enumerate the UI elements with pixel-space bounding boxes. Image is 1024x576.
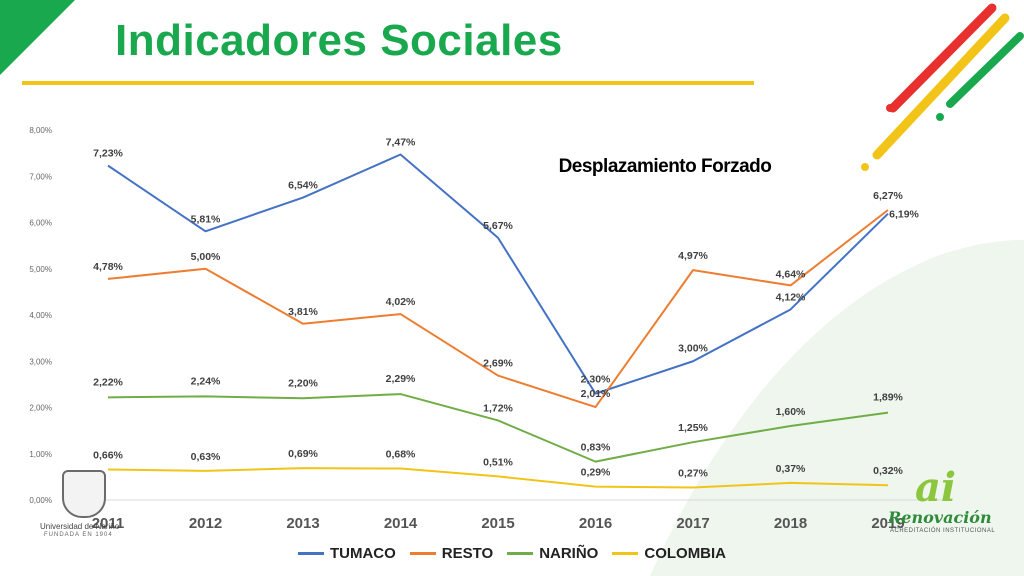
- data-label-colombia: 0,27%: [678, 468, 708, 480]
- y-tick-label: 5,00%: [29, 265, 52, 274]
- series-line-tumaco: [107, 153, 889, 395]
- legend-item-colombia: COLOMBIA: [612, 545, 726, 562]
- x-tick-label: 2012: [189, 515, 222, 532]
- legend-swatch-resto: [409, 552, 436, 555]
- data-label-tumaco: 3,00%: [678, 342, 708, 354]
- data-label-colombia: 0,51%: [483, 456, 513, 468]
- data-label-colombia: 0,29%: [581, 467, 611, 479]
- y-tick-label: 2,00%: [29, 404, 52, 413]
- data-label-tumaco: 2,30%: [581, 374, 611, 386]
- x-tick-label: 2013: [286, 515, 319, 532]
- data-label-tumaco: 5,67%: [483, 220, 513, 232]
- series-line-colombia: [107, 467, 889, 489]
- data-label-tumaco: 6,54%: [288, 180, 318, 192]
- legend-swatch-narino: [507, 552, 534, 555]
- x-tick-label: 2011: [92, 515, 125, 532]
- corner-triangle-decoration: [0, 0, 75, 75]
- university-founded: FUNDADA EN 1904: [44, 532, 113, 538]
- x-tick-label: 2015: [481, 515, 514, 532]
- legend-label-narino: NARIÑO: [539, 545, 599, 562]
- y-tick-label: 7,00%: [29, 172, 52, 181]
- renovacion-name: Renovación: [888, 508, 992, 527]
- data-label-narino: 2,20%: [288, 377, 318, 389]
- legend-item-narino: NARIÑO: [507, 545, 598, 562]
- data-label-resto: 3,81%: [288, 306, 318, 318]
- data-label-tumaco: 4,12%: [776, 291, 806, 303]
- legend-label-colombia: COLOMBIA: [644, 545, 727, 562]
- series-line-narino: [107, 393, 889, 463]
- x-tick-label: 2017: [676, 515, 709, 532]
- data-label-narino: 0,83%: [581, 442, 611, 454]
- y-tick-label: 1,00%: [29, 450, 52, 459]
- y-tick-label: 4,00%: [29, 311, 52, 320]
- slide-title: Indicadores Sociales: [115, 16, 563, 65]
- data-label-narino: 2,22%: [93, 376, 123, 388]
- renovacion-mark: ai: [915, 464, 957, 511]
- data-label-colombia: 0,32%: [873, 465, 903, 477]
- x-tick-label: 2019: [871, 515, 904, 532]
- data-label-tumaco: 7,23%: [93, 148, 123, 160]
- data-label-resto: 4,02%: [386, 296, 416, 308]
- data-label-narino: 1,25%: [678, 422, 708, 434]
- y-tick-label: 6,00%: [29, 219, 52, 228]
- legend-label-tumaco: TUMACO: [329, 545, 396, 562]
- x-tick-label: 2014: [384, 515, 418, 532]
- y-tick-label: 0,00%: [29, 496, 52, 505]
- x-tick-label: 2016: [579, 515, 612, 532]
- data-label-tumaco: 6,19%: [889, 209, 919, 221]
- data-label-narino: 2,24%: [191, 375, 221, 387]
- data-label-narino: 1,60%: [776, 406, 806, 418]
- data-label-resto: 2,69%: [483, 358, 513, 370]
- legend-swatch-colombia: [612, 552, 639, 555]
- data-label-narino: 1,89%: [873, 392, 903, 404]
- data-label-colombia: 0,68%: [386, 449, 416, 461]
- renovacion-logo: ai Renovación ACREDITACIÓN INSTITUCIONAL: [880, 464, 995, 540]
- data-label-colombia: 0,63%: [191, 451, 221, 463]
- legend-item-resto: RESTO: [409, 545, 494, 562]
- chart-legend: TUMACO RESTO NARIÑO COLOMBIA: [0, 545, 1024, 562]
- data-label-resto: 6,27%: [873, 190, 903, 202]
- data-label-resto: 5,00%: [191, 251, 221, 263]
- data-label-narino: 1,72%: [483, 402, 513, 414]
- data-label-tumaco: 7,47%: [386, 137, 416, 149]
- title-underline: [22, 81, 754, 85]
- university-seal-icon: [62, 470, 106, 518]
- data-label-resto: 4,64%: [776, 268, 806, 280]
- y-tick-label: 3,00%: [29, 357, 52, 366]
- data-label-colombia: 0,66%: [93, 449, 123, 461]
- data-label-resto: 4,78%: [93, 261, 123, 273]
- series-line-resto: [107, 209, 889, 409]
- data-label-resto: 4,97%: [678, 250, 708, 262]
- data-label-narino: 2,29%: [386, 373, 416, 385]
- university-logo: Universidad de Nariño FUNDADA EN 1904: [40, 470, 130, 540]
- university-name: Universidad de Nariño: [40, 522, 120, 531]
- y-tick-label: 8,00%: [29, 126, 52, 135]
- x-tick-label: 2018: [774, 515, 807, 532]
- renovacion-subtitle: ACREDITACIÓN INSTITUCIONAL: [890, 528, 996, 534]
- legend-swatch-tumaco: [297, 552, 324, 555]
- data-label-tumaco: 5,81%: [191, 213, 221, 225]
- legend-label-resto: RESTO: [441, 545, 494, 562]
- legend-item-tumaco: TUMACO: [297, 545, 396, 562]
- data-label-resto: 2,01%: [581, 388, 611, 400]
- data-label-colombia: 0,37%: [776, 463, 806, 475]
- data-label-colombia: 0,69%: [288, 448, 318, 460]
- chart-title: Desplazamiento Forzado: [559, 156, 772, 177]
